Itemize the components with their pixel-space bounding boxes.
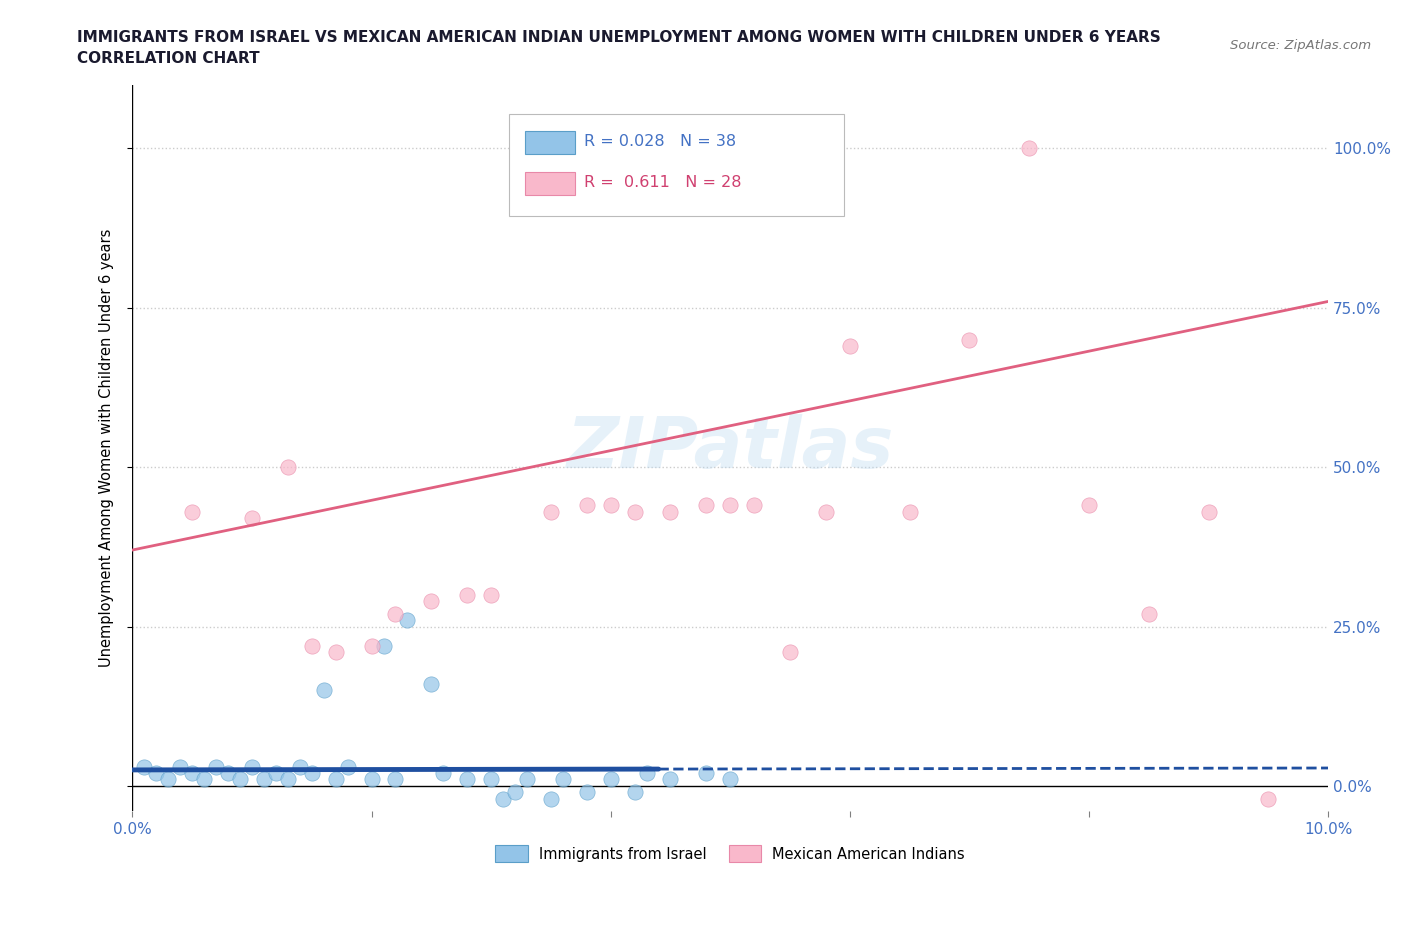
FancyBboxPatch shape (509, 113, 844, 216)
Text: R = 0.028   N = 38: R = 0.028 N = 38 (585, 134, 737, 149)
Text: R =  0.611   N = 28: R = 0.611 N = 28 (585, 176, 742, 191)
Legend: Immigrants from Israel, Mexican American Indians: Immigrants from Israel, Mexican American… (488, 838, 973, 870)
Text: ZIPatlas: ZIPatlas (567, 414, 894, 483)
Y-axis label: Unemployment Among Women with Children Under 6 years: Unemployment Among Women with Children U… (100, 229, 114, 667)
Text: IMMIGRANTS FROM ISRAEL VS MEXICAN AMERICAN INDIAN UNEMPLOYMENT AMONG WOMEN WITH : IMMIGRANTS FROM ISRAEL VS MEXICAN AMERIC… (77, 30, 1161, 45)
Text: Source: ZipAtlas.com: Source: ZipAtlas.com (1230, 39, 1371, 52)
Text: CORRELATION CHART: CORRELATION CHART (77, 51, 260, 66)
FancyBboxPatch shape (524, 172, 575, 195)
FancyBboxPatch shape (524, 130, 575, 153)
